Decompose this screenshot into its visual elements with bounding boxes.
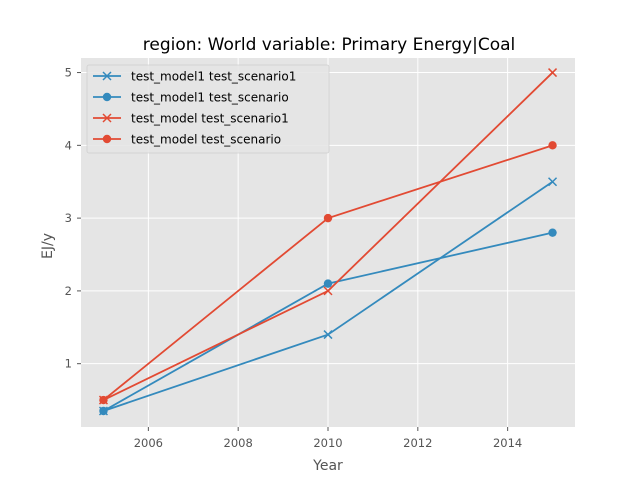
data-point (323, 279, 333, 288)
data-point (323, 330, 333, 340)
x-tick-label: 2012 (403, 436, 432, 450)
x-tick-label: 2006 (134, 436, 163, 450)
y-tick-label: 1 (65, 357, 72, 371)
x-tick-label: 2010 (313, 436, 342, 450)
y-tick-label: 5 (65, 66, 72, 80)
data-point (99, 395, 108, 405)
x-tick-label: 2008 (224, 436, 253, 450)
x-axis-label: Year (312, 458, 343, 474)
data-point (548, 177, 558, 187)
data-point (548, 68, 558, 78)
y-tick-label: 2 (65, 284, 72, 298)
series-test_model-test_scenario (99, 141, 557, 405)
axis-ticks: 2006 2008 2010 2012 2014 1 2 3 4 5 (65, 66, 523, 450)
data-point (323, 286, 333, 296)
data-point (548, 228, 557, 237)
legend-marker (102, 113, 112, 123)
legend-label: test_model test_scenario (131, 133, 281, 147)
legend-marker (102, 134, 112, 144)
legend-marker (102, 71, 112, 81)
legend: test_model1 test_scenario1 test_model1 te… (86, 64, 330, 154)
data-point (548, 141, 557, 150)
y-axis-label: EJ/y (40, 233, 56, 259)
legend-marker (102, 92, 112, 102)
legend-box (86, 64, 330, 154)
series-group (98, 68, 558, 416)
data-point (99, 406, 108, 416)
legend-label: test_model1 test_scenario1 (131, 70, 296, 84)
legend-label: test_model1 test_scenario (131, 91, 289, 105)
y-tick-label: 3 (65, 211, 72, 225)
y-tick-label: 4 (65, 138, 72, 152)
legend-label: test_model test_scenario1 (131, 112, 289, 126)
series-test_model1-test_scenario (99, 228, 557, 416)
data-point (323, 213, 333, 223)
x-tick-label: 2014 (493, 436, 522, 450)
chart-title: region: World variable: Primary Energy|C… (143, 35, 515, 55)
